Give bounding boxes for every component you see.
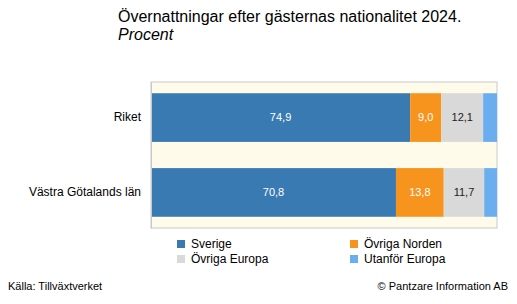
bar <box>484 168 497 217</box>
bar <box>441 93 483 142</box>
legend-item: Sverige <box>177 237 232 251</box>
data-label: 9,0 <box>418 111 433 123</box>
legend-item: Övriga Europa <box>177 252 269 266</box>
legend-label: Utanför Europa <box>364 252 446 266</box>
title: Övernattningar efter gästernas nationali… <box>118 8 461 25</box>
tick-label: Västra Götalands län <box>29 185 141 199</box>
data-label: 12,1 <box>452 111 473 123</box>
legend-swatch <box>177 240 185 248</box>
tick-label: Riket <box>114 110 142 124</box>
plot-area <box>151 82 497 228</box>
legend-item: Utanför Europa <box>350 252 446 266</box>
data-label: 11,7 <box>454 186 475 198</box>
data-label: 13,8 <box>409 186 430 198</box>
axis-line <box>151 83 152 229</box>
legend-label: Övriga Europa <box>191 252 269 266</box>
legend-label: Övriga Norden <box>364 237 442 251</box>
credit: © Pantzare Information AB <box>378 280 508 292</box>
data-label: 74,9 <box>270 111 291 123</box>
chart: Övernattningar efter gästernas nationali… <box>0 0 517 304</box>
data-labels: 74,9 70,8 9,0 13,8 12,1 11,7 <box>263 111 474 198</box>
tick: Riket <box>114 110 151 124</box>
subtitle: Procent <box>118 26 174 43</box>
bar <box>151 168 396 217</box>
legend-swatch <box>350 240 358 248</box>
legend-swatch <box>350 255 358 263</box>
legend-item: Övriga Norden <box>350 237 442 251</box>
y-axis: Riket Västra Götalands län <box>29 83 152 229</box>
bar <box>483 93 497 142</box>
bars <box>151 93 497 217</box>
bar <box>410 93 441 142</box>
source: Källa: Tillväxtverket <box>8 280 102 292</box>
legend-label: Sverige <box>191 237 232 251</box>
bar <box>151 93 410 142</box>
data-label: 70,8 <box>263 186 284 198</box>
legend: Sverige Övriga Norden Övriga Europa Utanför… <box>177 237 446 266</box>
bar <box>396 168 444 217</box>
bar <box>444 168 484 217</box>
tick: Västra Götalands län <box>29 185 151 199</box>
legend-swatch <box>177 255 185 263</box>
